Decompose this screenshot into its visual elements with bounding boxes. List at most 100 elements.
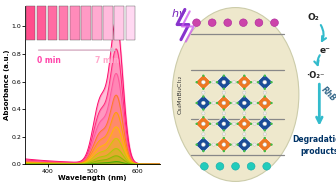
- Circle shape: [222, 95, 225, 98]
- Y-axis label: Absorbance (a.u.): Absorbance (a.u.): [4, 50, 10, 120]
- Circle shape: [242, 101, 246, 105]
- Circle shape: [222, 143, 226, 146]
- Circle shape: [202, 129, 205, 132]
- Circle shape: [222, 122, 226, 126]
- Circle shape: [270, 19, 279, 26]
- Circle shape: [222, 129, 225, 132]
- Circle shape: [263, 91, 266, 94]
- Circle shape: [243, 91, 246, 94]
- Text: 7 min: 7 min: [95, 56, 119, 65]
- Text: RhB: RhB: [320, 85, 336, 104]
- Circle shape: [257, 81, 259, 83]
- Polygon shape: [236, 74, 252, 90]
- Circle shape: [209, 102, 211, 104]
- Circle shape: [229, 122, 232, 125]
- Circle shape: [243, 108, 246, 111]
- Circle shape: [243, 150, 246, 152]
- Circle shape: [202, 88, 205, 90]
- Bar: [70, 6, 80, 40]
- Circle shape: [208, 19, 216, 26]
- Circle shape: [222, 108, 225, 111]
- Circle shape: [255, 19, 263, 26]
- Circle shape: [263, 122, 267, 126]
- Polygon shape: [257, 116, 273, 132]
- Circle shape: [263, 163, 270, 170]
- Bar: [37, 6, 46, 40]
- Circle shape: [243, 133, 246, 136]
- Circle shape: [263, 116, 266, 119]
- Circle shape: [250, 81, 252, 83]
- Circle shape: [202, 101, 205, 105]
- Circle shape: [202, 91, 205, 94]
- Circle shape: [224, 19, 232, 26]
- Circle shape: [222, 80, 226, 84]
- Circle shape: [242, 122, 246, 126]
- Circle shape: [202, 80, 205, 84]
- Circle shape: [263, 133, 266, 136]
- Circle shape: [202, 112, 205, 115]
- Circle shape: [263, 112, 266, 115]
- Text: O₂: O₂: [308, 12, 319, 22]
- Circle shape: [236, 102, 239, 104]
- Circle shape: [263, 143, 267, 146]
- Circle shape: [243, 129, 246, 132]
- Circle shape: [202, 143, 205, 146]
- Circle shape: [216, 143, 218, 146]
- Circle shape: [202, 150, 205, 152]
- Circle shape: [250, 122, 252, 125]
- Circle shape: [263, 129, 266, 132]
- Circle shape: [263, 101, 267, 105]
- Circle shape: [257, 102, 259, 104]
- Circle shape: [253, 143, 256, 146]
- Polygon shape: [236, 116, 252, 132]
- Circle shape: [202, 122, 205, 126]
- Circle shape: [233, 143, 236, 146]
- Circle shape: [202, 133, 205, 136]
- Bar: [126, 6, 135, 40]
- Circle shape: [202, 95, 205, 98]
- Circle shape: [243, 88, 246, 90]
- Circle shape: [222, 74, 225, 77]
- Polygon shape: [195, 95, 212, 111]
- Circle shape: [201, 163, 208, 170]
- Circle shape: [212, 81, 215, 84]
- Circle shape: [236, 122, 239, 125]
- Circle shape: [222, 137, 225, 139]
- Polygon shape: [216, 116, 232, 132]
- Polygon shape: [257, 137, 273, 153]
- Circle shape: [196, 122, 198, 125]
- Polygon shape: [236, 137, 252, 153]
- Circle shape: [216, 102, 218, 104]
- Circle shape: [243, 74, 246, 77]
- Circle shape: [243, 137, 246, 139]
- Circle shape: [242, 80, 246, 84]
- Text: ·O₂⁻: ·O₂⁻: [306, 71, 325, 80]
- Circle shape: [240, 19, 247, 26]
- Circle shape: [263, 108, 266, 111]
- Bar: [48, 6, 57, 40]
- Bar: [26, 6, 35, 40]
- Polygon shape: [195, 74, 212, 90]
- X-axis label: Wavelength (nm): Wavelength (nm): [58, 175, 127, 181]
- Circle shape: [253, 81, 256, 84]
- Circle shape: [243, 116, 246, 119]
- Text: 0 min: 0 min: [37, 56, 61, 65]
- Circle shape: [222, 101, 226, 105]
- Text: Cs₄MnBi₂Cl₁₂: Cs₄MnBi₂Cl₁₂: [177, 75, 182, 114]
- Circle shape: [257, 122, 259, 125]
- Circle shape: [216, 81, 218, 83]
- Bar: [103, 6, 113, 40]
- Polygon shape: [257, 95, 273, 111]
- Circle shape: [209, 143, 211, 146]
- Circle shape: [236, 143, 239, 146]
- Bar: [81, 6, 91, 40]
- Circle shape: [222, 88, 225, 90]
- Text: $hv$: $hv$: [171, 7, 187, 19]
- Polygon shape: [195, 137, 212, 153]
- Circle shape: [263, 80, 267, 84]
- Circle shape: [229, 102, 232, 104]
- Circle shape: [193, 19, 201, 26]
- Circle shape: [209, 122, 211, 125]
- Polygon shape: [216, 74, 232, 90]
- Circle shape: [250, 143, 252, 146]
